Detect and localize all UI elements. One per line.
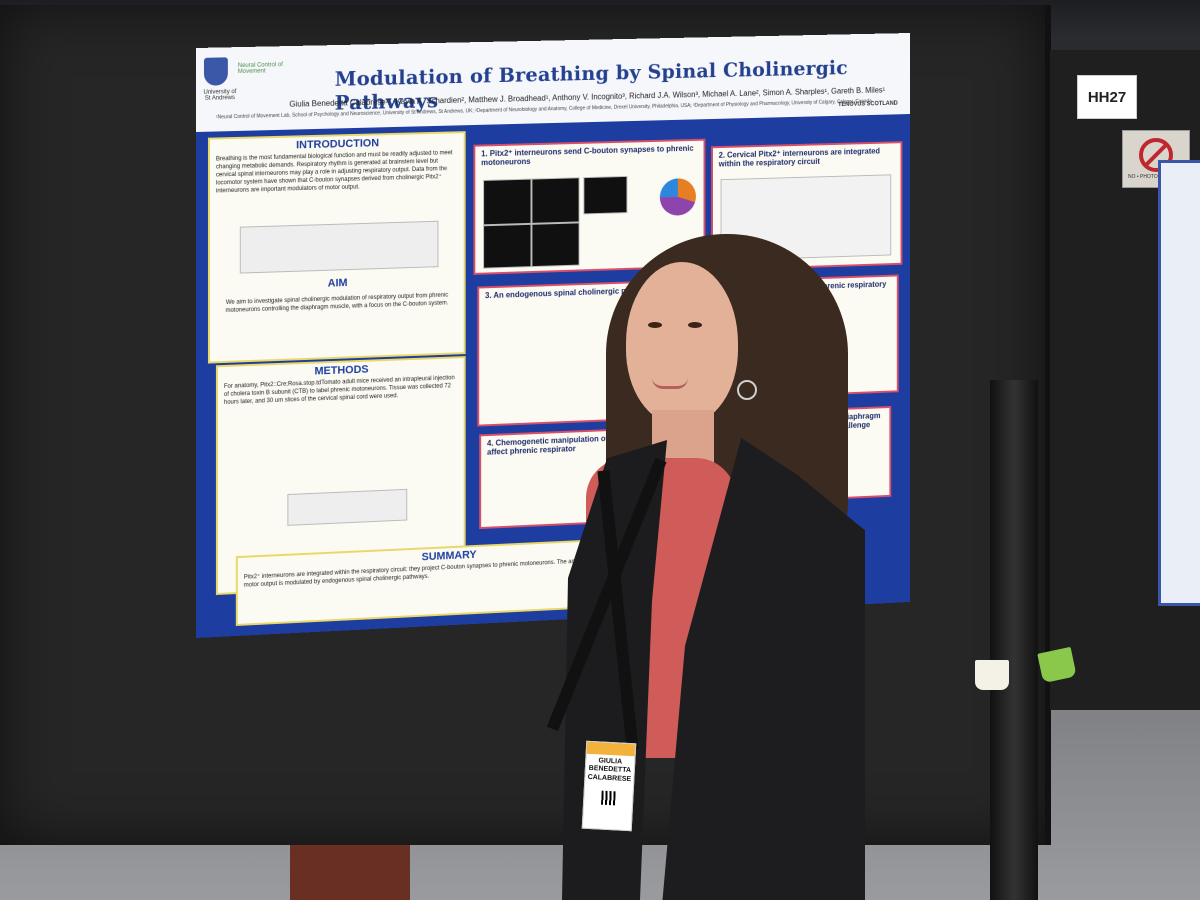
lab-logo: Neural Control of Movement [237, 62, 283, 76]
qr-code-icon [601, 790, 616, 806]
presenter-eye [688, 322, 702, 328]
micrograph [483, 178, 532, 226]
presenter-face [626, 262, 738, 424]
white-cup [975, 660, 1009, 690]
no-camera-icon [1139, 138, 1173, 172]
university-crest-icon [203, 57, 228, 86]
intro-aim-panel: INTRODUCTION Breathing is the most funda… [207, 131, 466, 364]
micrograph [583, 175, 628, 215]
aim-text: We aim to investigate spinal cholinergic… [225, 292, 449, 315]
result2-heading: 2. Cervical Pitx2⁺ interneurons are inte… [718, 146, 880, 169]
sponsor-logo: TENOVUS SCOTLAND [838, 100, 898, 109]
result1-heading: 1. Pitx2⁺ interneurons send C-bouton syn… [481, 143, 694, 168]
micrograph [531, 222, 580, 268]
university-name: University of St Andrews [203, 89, 237, 102]
presenter-smile [652, 378, 688, 389]
no-photo-caption: NO • PHOTO • RECORD [1128, 174, 1184, 180]
intro-text: Breathing is the most fundamental biolog… [215, 150, 453, 195]
methods-figure [287, 488, 408, 526]
micrograph [483, 223, 532, 269]
name-badge: GIULIA BENEDETTA CALABRESE [581, 740, 637, 832]
presenter-eye [648, 322, 662, 328]
pie-chart [659, 177, 696, 217]
micrograph [531, 177, 580, 224]
badge-name: GIULIA BENEDETTA CALABRESE [587, 757, 632, 783]
booth-number-tag: HH27 [1077, 75, 1137, 119]
board-pole [990, 380, 1038, 900]
earring [737, 380, 757, 400]
intro-figure [239, 220, 439, 274]
neighbor-poster [1158, 160, 1200, 606]
poster-header: University of St Andrews Neural Control … [196, 33, 910, 132]
